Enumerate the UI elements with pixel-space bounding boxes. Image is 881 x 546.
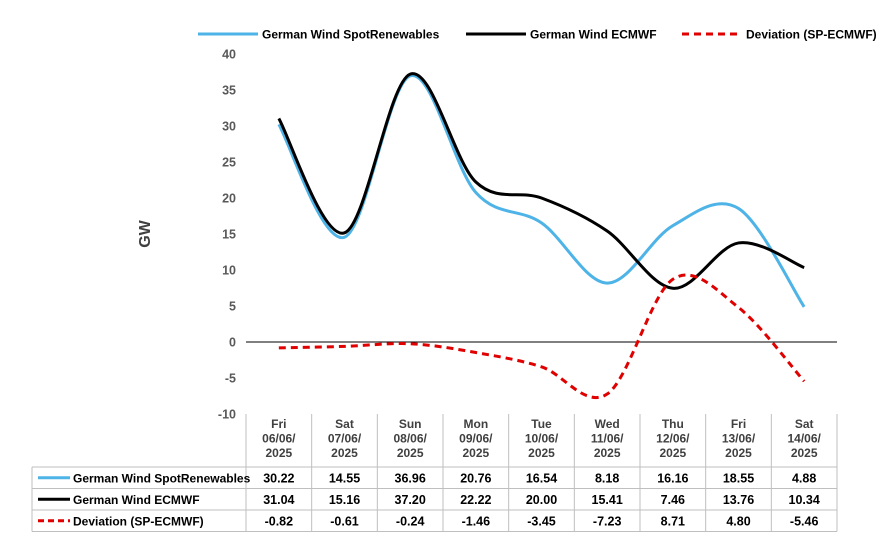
series-line-0	[277, 74, 806, 308]
row-label-1: German Wind ECMWF	[73, 493, 200, 507]
category-label: Fri	[271, 417, 286, 431]
category-label: 2025	[331, 446, 358, 460]
category-label: 2025	[659, 446, 686, 460]
data-label: 20.00	[526, 493, 557, 507]
y-tick-label: 0	[229, 336, 236, 350]
category-label: Sun	[399, 417, 422, 431]
data-label: 30.22	[263, 471, 294, 485]
data-label: -5.46	[790, 514, 819, 528]
category-label: 2025	[265, 446, 292, 460]
series-line-1	[277, 72, 805, 290]
category-label: Thu	[662, 417, 684, 431]
y-tick-label: 5	[229, 300, 236, 314]
category-label: 14/06/	[787, 432, 821, 446]
data-label: 10.34	[789, 493, 820, 507]
data-label: -0.61	[330, 514, 359, 528]
data-label: 13.76	[723, 493, 754, 507]
category-label: 12/06/	[656, 432, 690, 446]
legend-label-2: Deviation (SP-ECMWF)	[746, 28, 877, 42]
y-tick-label: 25	[222, 156, 236, 170]
data-label: 16.54	[526, 471, 557, 485]
category-label: 08/06/	[393, 432, 427, 446]
category-label: Tue	[531, 417, 552, 431]
legend-label-1: German Wind ECMWF	[530, 28, 657, 42]
category-label: 2025	[397, 446, 424, 460]
category-label: 07/06/	[328, 432, 362, 446]
y-tick-label: 20	[222, 192, 236, 206]
data-label: 8.71	[661, 514, 685, 528]
y-tick-label: -5	[225, 372, 236, 386]
category-label: 06/06/	[262, 432, 296, 446]
data-label: 8.18	[595, 471, 619, 485]
category-label: 2025	[725, 446, 752, 460]
data-label: 36.96	[395, 471, 426, 485]
y-tick-label: 40	[222, 48, 236, 62]
category-label: 09/06/	[459, 432, 493, 446]
data-label: -3.45	[527, 514, 556, 528]
category-label: 2025	[528, 446, 555, 460]
category-label: 2025	[791, 446, 818, 460]
y-tick-label: 35	[222, 84, 236, 98]
category-label: Wed	[595, 417, 620, 431]
row-label-2: Deviation (SP-ECMWF)	[73, 514, 204, 528]
data-label: 4.80	[726, 514, 750, 528]
legend-label-0: German Wind SpotRenewables	[262, 28, 440, 42]
series-line-2	[278, 273, 806, 399]
category-label: Sat	[335, 417, 354, 431]
y-axis-label: GW	[137, 219, 154, 247]
category-label: 13/06/	[722, 432, 756, 446]
data-label: 20.76	[460, 471, 491, 485]
data-label: -0.82	[265, 514, 294, 528]
category-label: 10/06/	[525, 432, 559, 446]
data-label: 16.16	[657, 471, 688, 485]
category-label: 2025	[462, 446, 489, 460]
category-label: Sat	[795, 417, 814, 431]
data-label: 14.55	[329, 471, 360, 485]
data-label: 4.88	[792, 471, 816, 485]
row-label-0: German Wind SpotRenewables	[73, 471, 251, 485]
y-tick-label: 15	[222, 228, 236, 242]
data-label: 15.41	[592, 493, 623, 507]
data-label: 31.04	[263, 493, 294, 507]
data-label: 7.46	[661, 493, 685, 507]
data-label: -1.46	[462, 514, 491, 528]
category-label: Fri	[731, 417, 746, 431]
data-label: -7.23	[593, 514, 622, 528]
data-label: 18.55	[723, 471, 754, 485]
category-label: 11/06/	[591, 432, 624, 446]
data-label: -0.24	[396, 514, 425, 528]
category-label: 2025	[594, 446, 621, 460]
y-tick-label: 30	[222, 120, 236, 134]
data-label: 15.16	[329, 493, 360, 507]
y-tick-label: 10	[222, 264, 236, 278]
y-tick-label: -10	[218, 408, 236, 422]
category-label: Mon	[464, 417, 489, 431]
data-label: 22.22	[460, 493, 491, 507]
data-label: 37.20	[395, 493, 426, 507]
